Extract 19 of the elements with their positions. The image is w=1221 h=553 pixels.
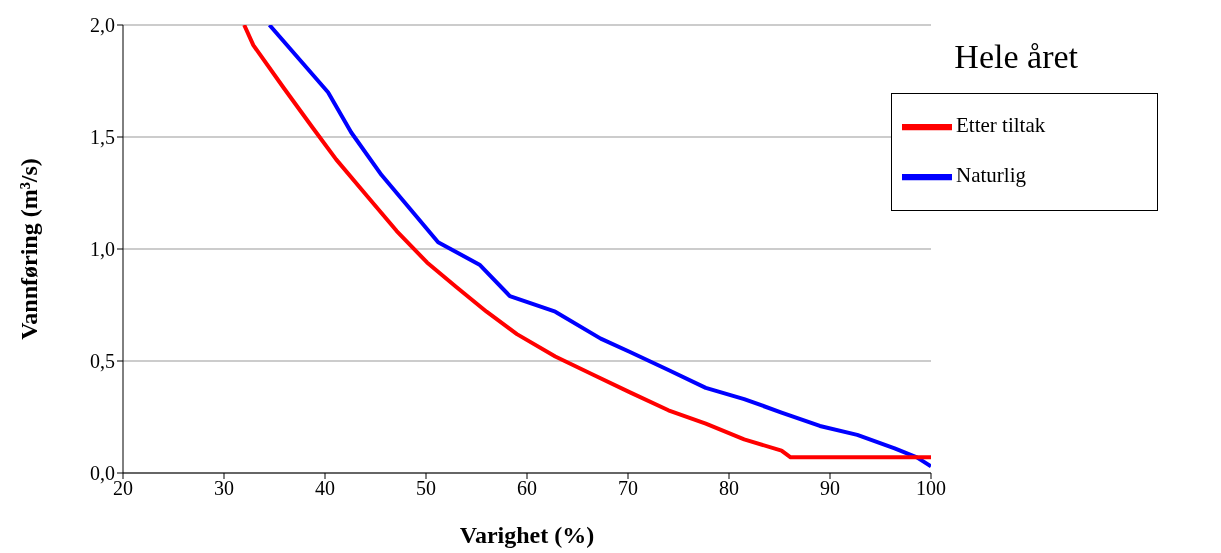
y-axis-title: Vannføring (m³/s) bbox=[15, 158, 42, 340]
y-tick-label: 0,5 bbox=[90, 350, 115, 373]
x-tick-label: 70 bbox=[618, 477, 638, 500]
y-tick-label: 1,5 bbox=[90, 126, 115, 149]
x-tick-label: 60 bbox=[517, 477, 537, 500]
x-tick-label: 50 bbox=[416, 477, 436, 500]
x-axis-title: Varighet (%) bbox=[459, 522, 595, 548]
text: Hele året bbox=[954, 38, 1078, 76]
x-tick-label: 90 bbox=[820, 477, 840, 500]
x-tick-label: 20 bbox=[113, 477, 133, 500]
x-tick-label: 80 bbox=[719, 477, 739, 500]
x-tick-label: 40 bbox=[315, 477, 335, 500]
x-tick-label: 30 bbox=[214, 477, 234, 500]
y-tick-label: 0,0 bbox=[90, 462, 115, 485]
x-tick-label: 100 bbox=[916, 477, 946, 500]
y-tick-label: 2,0 bbox=[90, 14, 115, 37]
legend-label: Naturlig bbox=[956, 162, 1026, 187]
legend-label: Etter tiltak bbox=[956, 112, 1046, 137]
y-tick-label: 1,0 bbox=[90, 238, 115, 261]
